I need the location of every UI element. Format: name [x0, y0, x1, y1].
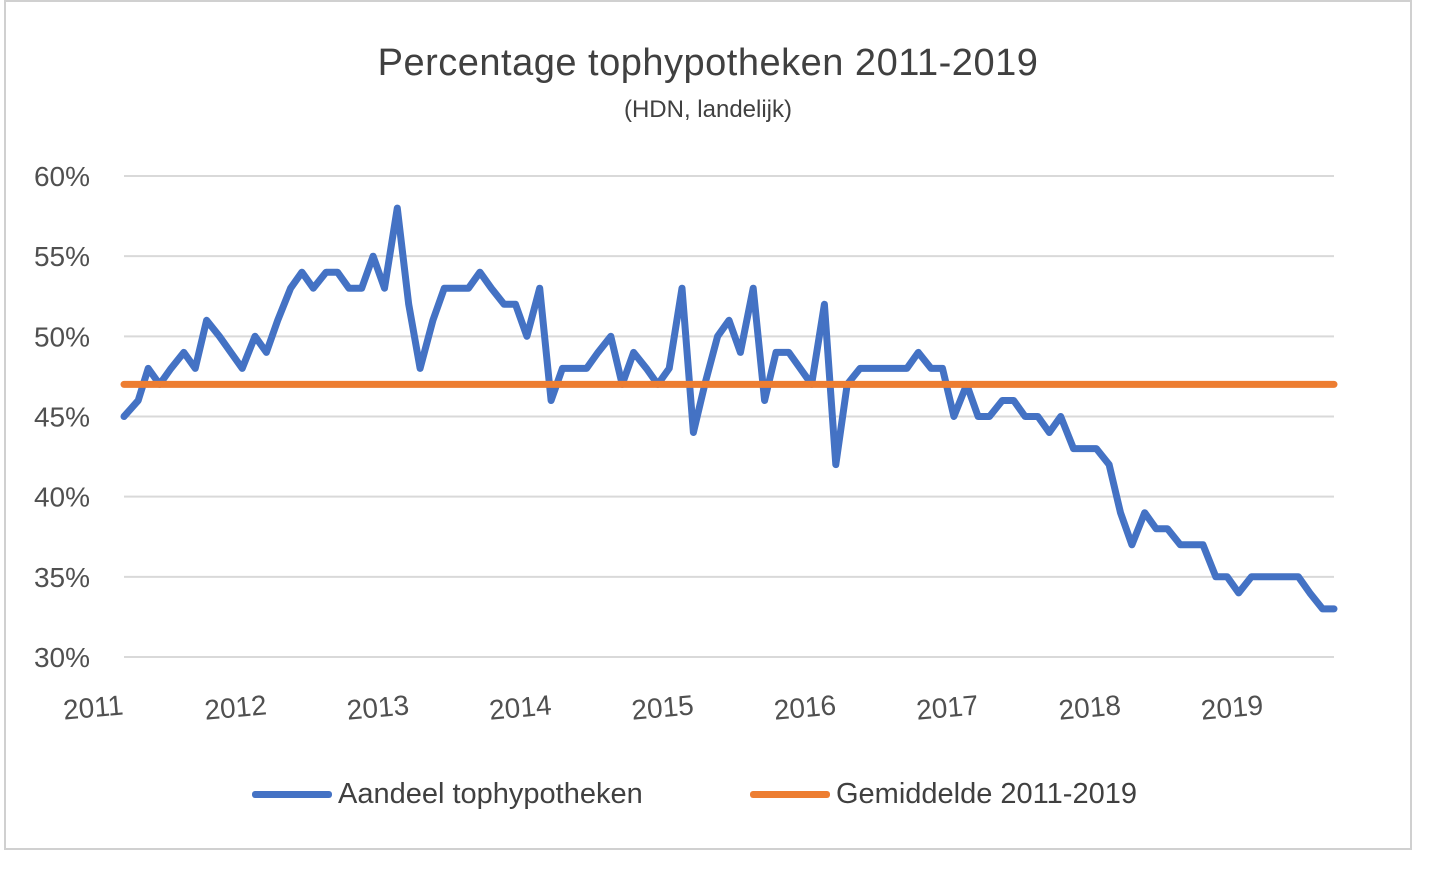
y-tick-label: 40%	[34, 482, 90, 513]
gridlines	[124, 175, 1334, 658]
x-tick-label: 2017	[915, 689, 980, 725]
x-tick-label: 2014	[488, 689, 553, 725]
y-tick-label: 45%	[34, 402, 90, 433]
x-axis-ticks: 2011 2012 2013 2014 2015 2016 2017 2018 2019	[62, 689, 1265, 725]
x-tick-label: 2016	[773, 689, 838, 725]
x-tick-label: 2013	[345, 689, 410, 725]
legend-item-series-0: Aandeel tophypotheken	[252, 772, 643, 816]
x-tick-label: 2015	[630, 689, 695, 725]
y-tick-label: 30%	[34, 642, 90, 673]
chart-legend: Aandeel tophypotheken Gemiddelde 2011-20…	[0, 772, 1416, 816]
chart-title: Percentage tophypotheken 2011-2019	[377, 42, 1039, 84]
x-tick-label: 2011	[62, 689, 125, 725]
y-tick-label: 55%	[34, 241, 90, 272]
chart-frame	[4, 0, 1412, 850]
y-tick-label: 50%	[34, 321, 90, 352]
x-tick-label: 2019	[1200, 689, 1265, 725]
series-line-0	[120, 204, 1338, 613]
series-lines	[120, 204, 1338, 613]
legend-label-series-1: Gemiddelde 2011-2019	[836, 777, 1137, 810]
legend-swatch-series-0	[252, 790, 332, 798]
legend-label-series-0: Aandeel tophypotheken	[338, 777, 643, 810]
y-tick-label: 60%	[34, 161, 90, 192]
line-chart-plot: 30%35%40%45%50%55%60% 2011 2012 2013 2014 20…	[34, 161, 1338, 726]
chart-subtitle: (HDN, landelijk)	[623, 96, 793, 123]
x-tick-label: 2012	[203, 689, 268, 725]
x-tick-label: 2018	[1057, 689, 1122, 725]
legend-item-series-1: Gemiddelde 2011-2019	[750, 772, 1137, 816]
y-tick-label: 35%	[34, 562, 90, 593]
legend-swatch-series-1	[750, 790, 830, 798]
y-axis-ticks: 30% 35% 40% 45% 50% 55% 60%	[34, 161, 90, 673]
